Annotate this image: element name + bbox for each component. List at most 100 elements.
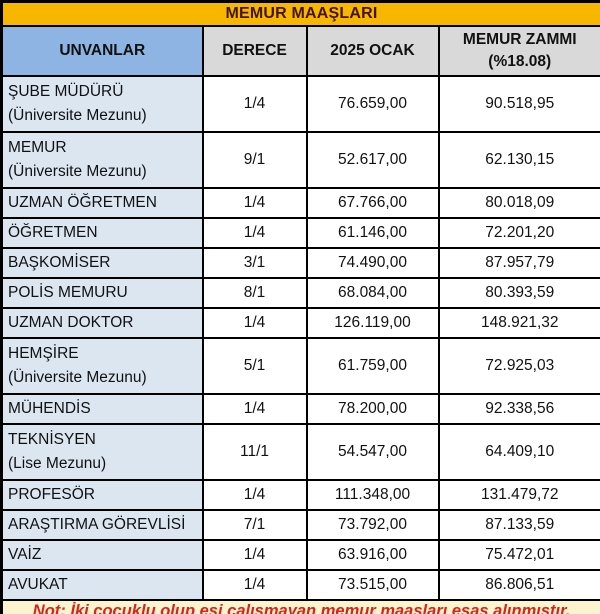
memur-zammi-line1: MEMUR ZAMMI: [462, 30, 577, 48]
table-row: HEMŞİRE (Üniversite Mezunu) 5/1 61.759,0…: [0, 336, 600, 395]
table-row: POLİS MEMURU 8/1 68.084,00 80.393,59: [0, 276, 600, 309]
ocak-2025-cell: 73.515,00: [305, 568, 440, 601]
zam-cell: 80.018,09: [437, 186, 600, 219]
unvan-name: PROFESÖR: [8, 485, 95, 503]
unvan-sub: (Üniversite Mezunu): [8, 368, 147, 386]
unvan-sub: (Üniversite Mezunu): [8, 162, 147, 180]
ocak-2025-cell: 67.766,00: [305, 186, 440, 219]
ocak-2025-cell: 52.617,00: [305, 130, 440, 189]
zam-cell: 72.201,20: [437, 216, 600, 249]
unvan-cell: POLİS MEMURU: [0, 276, 204, 309]
table-row: UZMAN ÖĞRETMEN 1/4 67.766,00 80.018,09: [0, 186, 600, 219]
footnote: Not: İki çocuklu olup eşi çalışmayan mem…: [0, 598, 600, 614]
derece-cell: 1/4: [201, 216, 308, 249]
ocak-2025-cell: 126.119,00: [305, 306, 440, 339]
derece-cell: 9/1: [201, 130, 308, 189]
table-row: MÜHENDİS 1/4 78.200,00 92.338,56: [0, 392, 600, 425]
table-row: ŞUBE MÜDÜRÜ (Üniversite Mezunu) 1/4 76.6…: [0, 74, 600, 133]
unvan-cell: VAİZ: [0, 538, 204, 571]
derece-cell: 5/1: [201, 336, 308, 395]
zam-cell: 75.472,01: [437, 538, 600, 571]
zam-cell: 148.921,32: [437, 306, 600, 339]
ocak-2025-cell: 73.792,00: [305, 508, 440, 541]
table-body: ŞUBE MÜDÜRÜ (Üniversite Mezunu) 1/4 76.6…: [0, 74, 600, 601]
unvan-name: HEMŞİRE: [8, 344, 79, 362]
memur-zammi-line2: (%18.08): [488, 52, 552, 70]
table-row: VAİZ 1/4 63.916,00 75.472,01: [0, 538, 600, 571]
ocak-2025-cell: 54.547,00: [305, 422, 440, 481]
ocak-2025-cell: 76.659,00: [305, 74, 440, 133]
unvan-cell: MÜHENDİS: [0, 392, 204, 425]
unvan-name: ARAŞTIRMA GÖREVLİSİ: [8, 515, 186, 533]
unvan-name: ŞUBE MÜDÜRÜ: [8, 82, 124, 100]
unvan-name: TEKNİSYEN: [8, 430, 96, 448]
derece-cell: 1/4: [201, 186, 308, 219]
derece-cell: 11/1: [201, 422, 308, 481]
zam-cell: 86.806,51: [437, 568, 600, 601]
unvan-sub: (Lise Mezunu): [8, 454, 107, 472]
zam-cell: 64.409,10: [437, 422, 600, 481]
table-row: UZMAN DOKTOR 1/4 126.119,00 148.921,32: [0, 306, 600, 339]
header-row: UNVANLAR DERECE 2025 OCAK MEMUR ZAMMI (%…: [0, 24, 600, 77]
ocak-2025-cell: 78.200,00: [305, 392, 440, 425]
note-row: Not: İki çocuklu olup eşi çalışmayan mem…: [0, 598, 600, 614]
unvan-cell: BAŞKOMİSER: [0, 246, 204, 279]
derece-cell: 1/4: [201, 392, 308, 425]
zam-cell: 62.130,15: [437, 130, 600, 189]
unvan-sub: (Üniversite Mezunu): [8, 106, 147, 124]
unvan-cell: PROFESÖR: [0, 478, 204, 511]
derece-cell: 3/1: [201, 246, 308, 279]
col-header-2025-ocak: 2025 OCAK: [305, 24, 440, 77]
unvan-name: POLİS MEMURU: [8, 283, 128, 301]
unvan-cell: AVUKAT: [0, 568, 204, 601]
unvan-name: UZMAN ÖĞRETMEN: [8, 193, 157, 211]
unvan-name: ÖĞRETMEN: [8, 223, 98, 241]
derece-cell: 1/4: [201, 568, 308, 601]
unvan-name: VAİZ: [8, 545, 42, 563]
ocak-2025-cell: 61.146,00: [305, 216, 440, 249]
unvan-cell: HEMŞİRE (Üniversite Mezunu): [0, 336, 204, 395]
unvan-cell: UZMAN ÖĞRETMEN: [0, 186, 204, 219]
col-header-derece: DERECE: [201, 24, 308, 77]
derece-cell: 1/4: [201, 478, 308, 511]
table-row: AVUKAT 1/4 73.515,00 86.806,51: [0, 568, 600, 601]
unvan-cell: UZMAN DOKTOR: [0, 306, 204, 339]
unvan-cell: ÖĞRETMEN: [0, 216, 204, 249]
zam-cell: 92.338,56: [437, 392, 600, 425]
derece-cell: 1/4: [201, 74, 308, 133]
col-header-unvanlar: UNVANLAR: [0, 24, 204, 77]
unvan-cell: TEKNİSYEN (Lise Mezunu): [0, 422, 204, 481]
zam-cell: 131.479,72: [437, 478, 600, 511]
table-title: MEMUR MAAŞLARI: [0, 0, 600, 27]
derece-cell: 7/1: [201, 508, 308, 541]
ocak-2025-cell: 111.348,00: [305, 478, 440, 511]
zam-cell: 87.133,59: [437, 508, 600, 541]
table-row: TEKNİSYEN (Lise Mezunu) 11/1 54.547,00 6…: [0, 422, 600, 481]
ocak-2025-cell: 63.916,00: [305, 538, 440, 571]
zam-cell: 87.957,79: [437, 246, 600, 279]
table-row: ÖĞRETMEN 1/4 61.146,00 72.201,20: [0, 216, 600, 249]
table-row: PROFESÖR 1/4 111.348,00 131.479,72: [0, 478, 600, 511]
unvan-name: MÜHENDİS: [8, 399, 91, 417]
unvan-cell: ŞUBE MÜDÜRÜ (Üniversite Mezunu): [0, 74, 204, 133]
table-row: BAŞKOMİSER 3/1 74.490,00 87.957,79: [0, 246, 600, 279]
zam-cell: 90.518,95: [437, 74, 600, 133]
ocak-2025-cell: 74.490,00: [305, 246, 440, 279]
derece-cell: 1/4: [201, 538, 308, 571]
zam-cell: 72.925,03: [437, 336, 600, 395]
unvan-cell: ARAŞTIRMA GÖREVLİSİ: [0, 508, 204, 541]
unvan-cell: MEMUR (Üniversite Mezunu): [0, 130, 204, 189]
zam-cell: 80.393,59: [437, 276, 600, 309]
ocak-2025-cell: 68.084,00: [305, 276, 440, 309]
unvan-name: AVUKAT: [8, 575, 68, 593]
derece-cell: 1/4: [201, 306, 308, 339]
table-row: MEMUR (Üniversite Mezunu) 9/1 52.617,00 …: [0, 130, 600, 189]
unvan-name: MEMUR: [8, 138, 67, 156]
derece-cell: 8/1: [201, 276, 308, 309]
unvan-name: BAŞKOMİSER: [8, 253, 111, 271]
table-row: ARAŞTIRMA GÖREVLİSİ 7/1 73.792,00 87.133…: [0, 508, 600, 541]
unvan-name: UZMAN DOKTOR: [8, 313, 134, 331]
title-row: MEMUR MAAŞLARI: [0, 0, 600, 27]
